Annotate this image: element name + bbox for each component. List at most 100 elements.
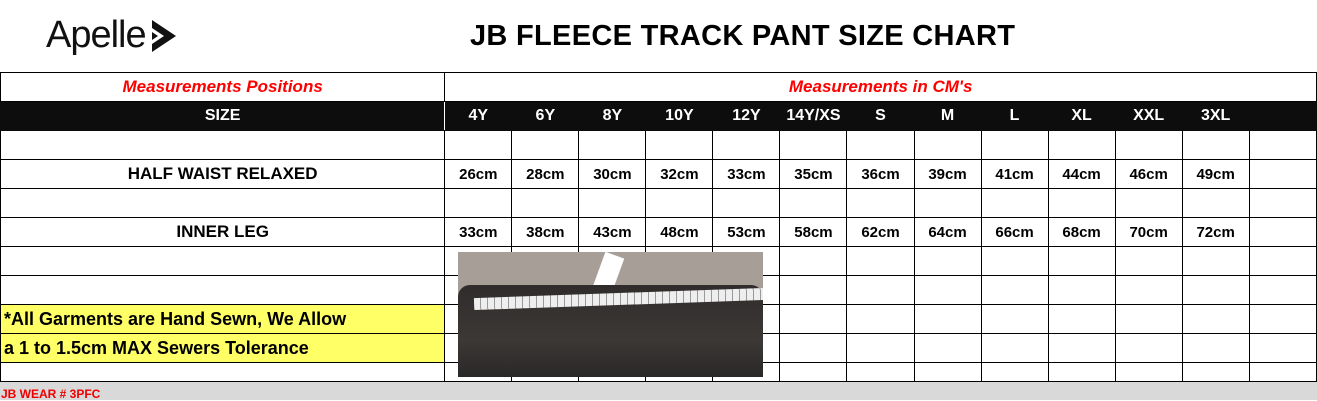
cell [1114,246,1183,276]
cell [444,188,513,218]
cell [1248,362,1317,382]
measurement-value: 58cm [779,217,848,247]
cell [1114,333,1183,363]
cell [1248,188,1317,218]
measurement-value: 36cm [846,159,915,189]
size-col-6: S [846,101,915,131]
size-col-1: 6Y [511,101,580,131]
cell [1181,188,1250,218]
cell [913,362,982,382]
measurement-value: 30cm [578,159,647,189]
cell [1047,246,1116,276]
row-label [0,188,446,218]
measurement-label: HALF WAIST RELAXED [0,159,446,189]
brand-logo: Apelle [46,14,180,57]
cell [779,304,848,334]
row-label [0,275,446,305]
cell [1181,304,1250,334]
cell [779,130,848,160]
cell [779,275,848,305]
measurement-value: 26cm [444,159,513,189]
cell [511,188,580,218]
size-col-12 [1248,101,1317,131]
tolerance-note-line: a 1 to 1.5cm MAX Sewers Tolerance [0,333,446,363]
cell [1047,304,1116,334]
measurement-value: 68cm [1047,217,1116,247]
cell [1181,362,1250,382]
size-col-3: 10Y [645,101,714,131]
size-chart-table: Measurements Positions Measurements in CM… [0,72,1317,382]
measurement-value: 66cm [980,217,1049,247]
measurement-value: 32cm [645,159,714,189]
size-col-10: XXL [1114,101,1183,131]
row-label [0,362,446,382]
style-code: JB WEAR # 3PFC [1,387,101,401]
cell [1047,188,1116,218]
cell [980,246,1049,276]
chevron-logo-icon [151,19,176,52]
size-col-8: L [980,101,1049,131]
measurement-value: 53cm [712,217,781,247]
cell [1181,275,1250,305]
measurement-value: 38cm [511,217,580,247]
size-col-9: XL [1047,101,1116,131]
cell [913,188,982,218]
size-col-4: 12Y [712,101,781,131]
cell [578,188,647,218]
row-label [0,246,446,276]
footer-bar: JB WEAR # 3PFC [0,382,1317,401]
row-label [0,130,446,160]
measurement-row: INNER LEG 33cm 38cm 43cm 48cm 53cm 58cm 62cm 64c… [0,217,1317,247]
measurement-row: HALF WAIST RELAXED 26cm 28cm 30cm 32cm 33cm 35… [0,159,1317,189]
cell [913,275,982,305]
measurement-value: 48cm [645,217,714,247]
cell [645,188,714,218]
measurement-value: 33cm [712,159,781,189]
measurement-label: INNER LEG [0,217,446,247]
cell [1248,333,1317,363]
measurement-value [1248,217,1317,247]
cell [846,333,915,363]
measurement-value: 64cm [913,217,982,247]
cell [1114,275,1183,305]
cell [779,246,848,276]
size-col-2: 8Y [578,101,647,131]
cell [846,362,915,382]
cell [511,130,580,160]
cell [846,246,915,276]
measurement-value: 35cm [779,159,848,189]
measurement-value: 62cm [846,217,915,247]
units-header: Measurements in CM's [444,72,1317,102]
measurement-value: 49cm [1181,159,1250,189]
cell [1114,362,1183,382]
cell [779,333,848,363]
cell [1114,304,1183,334]
measurement-value: 46cm [1114,159,1183,189]
cell [1248,246,1317,276]
measurement-value: 70cm [1114,217,1183,247]
cell [980,304,1049,334]
cell [779,362,848,382]
size-col-5: 14Y/XS [779,101,848,131]
cell [913,246,982,276]
cell [1181,246,1250,276]
cell [1248,304,1317,334]
measurement-value: 72cm [1181,217,1250,247]
cell [846,304,915,334]
size-col-11: 3XL [1181,101,1250,131]
cell [1114,188,1183,218]
cell [980,130,1049,160]
cell [1114,130,1183,160]
cell [980,333,1049,363]
tolerance-note-line: *All Garments are Hand Sewn, We Allow [0,304,446,334]
cell [1181,130,1250,160]
cell [913,333,982,363]
size-col-0: 4Y [444,101,513,131]
cell [645,130,714,160]
measurement-value: 28cm [511,159,580,189]
cell [913,130,982,160]
brand-name: Apelle [46,14,147,56]
cell [1047,333,1116,363]
page-title: JB FLEECE TRACK PANT SIZE CHART [470,20,1016,52]
cell [980,275,1049,305]
